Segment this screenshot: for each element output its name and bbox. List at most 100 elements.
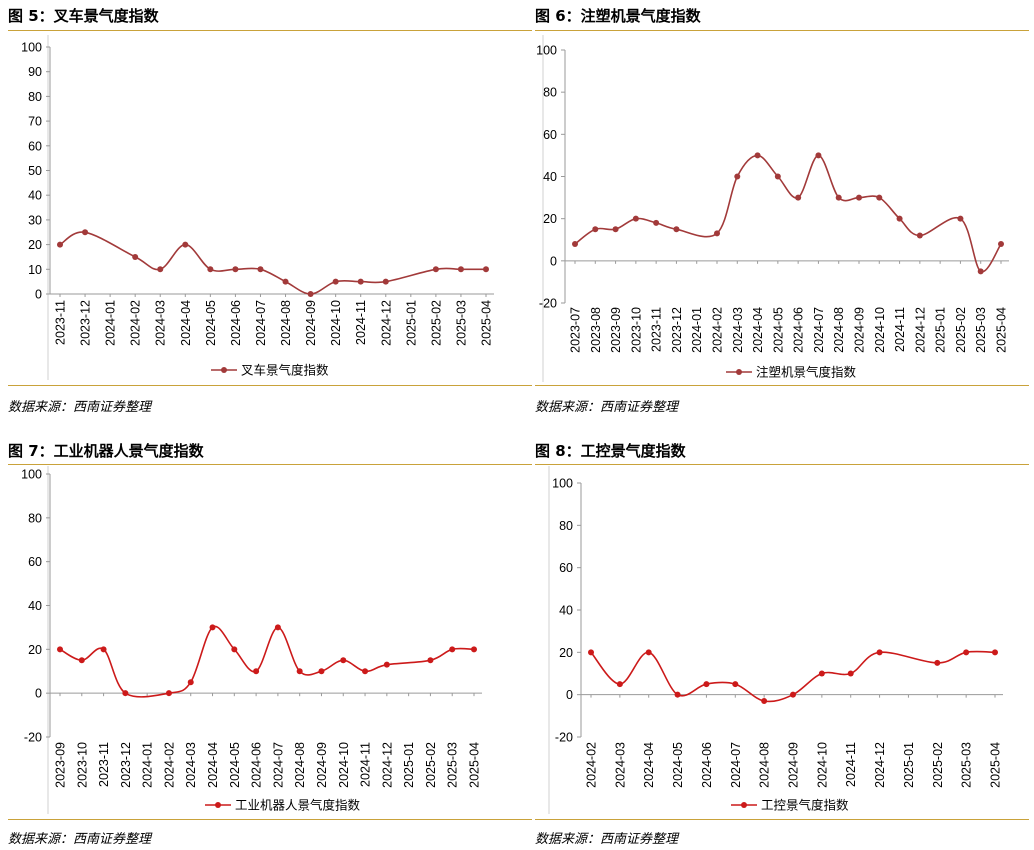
data-point bbox=[449, 646, 456, 653]
x-tick-label: 2024-09 bbox=[304, 300, 318, 346]
x-tick-label: 2024-04 bbox=[642, 742, 656, 788]
x-tick-label: 2024-10 bbox=[337, 742, 351, 788]
x-tick-label: 2024-11 bbox=[359, 742, 373, 787]
data-point bbox=[992, 649, 998, 656]
x-tick-label: 2024-06 bbox=[700, 742, 714, 788]
data-point bbox=[732, 681, 739, 688]
data-point bbox=[963, 649, 970, 656]
title-rule bbox=[8, 30, 532, 31]
x-tick-label: 2024-03 bbox=[731, 307, 745, 353]
data-point bbox=[572, 240, 578, 247]
x-tick-label: 2023-12 bbox=[670, 307, 684, 353]
x-tick-label: 2024-07 bbox=[729, 742, 743, 788]
chart-panel-industrial-control: 图 8：工控景气度指数 -20 0 20 40 60 80 100 2024-02 2024-0… bbox=[535, 438, 1029, 850]
x-tick-label: 2025-01 bbox=[402, 742, 416, 788]
series-line bbox=[574, 154, 1002, 273]
bottom-rule bbox=[535, 385, 1029, 386]
data-point bbox=[209, 624, 216, 631]
data-point bbox=[157, 266, 164, 273]
data-point bbox=[957, 215, 964, 222]
y-tick-label: 100 bbox=[552, 477, 573, 491]
data-point bbox=[231, 646, 238, 653]
data-point bbox=[483, 266, 489, 273]
x-tick-label: 2024-09 bbox=[315, 742, 329, 788]
x-tick-label: 2025-02 bbox=[424, 742, 438, 788]
x-tick-label: 2024-11 bbox=[844, 742, 858, 787]
data-point bbox=[471, 646, 477, 653]
data-point bbox=[457, 266, 464, 273]
data-point bbox=[876, 649, 883, 656]
y-tick-label: -20 bbox=[555, 731, 573, 745]
data-point bbox=[653, 219, 660, 226]
x-tick-label: 2024-06 bbox=[250, 742, 264, 788]
bottom-rule bbox=[8, 385, 532, 386]
x-tick-label: 2025-04 bbox=[468, 742, 482, 788]
x-tick-label: 2024-04 bbox=[206, 742, 220, 788]
x-tick-label: 2024-10 bbox=[873, 307, 887, 353]
data-point bbox=[754, 152, 761, 159]
legend-label: 工控景气度指数 bbox=[761, 798, 849, 813]
figure-title: 图 7：工业机器人景气度指数 bbox=[8, 442, 204, 460]
y-tick-label: -20 bbox=[24, 731, 42, 745]
data-point bbox=[274, 624, 281, 631]
y-tick-label: 50 bbox=[28, 164, 42, 178]
legend-marker bbox=[221, 367, 227, 373]
x-tick-label: 2024-05 bbox=[204, 300, 218, 346]
x-tick-label: 2023-09 bbox=[54, 742, 68, 788]
y-tick-label: 80 bbox=[28, 511, 42, 525]
x-tick-label: 2025-04 bbox=[989, 742, 1003, 788]
figure-title: 图 5：叉车景气度指数 bbox=[8, 7, 159, 25]
data-point bbox=[673, 226, 680, 233]
data-point bbox=[645, 649, 652, 656]
y-tick-label: 0 bbox=[35, 288, 42, 302]
y-tick-label: 60 bbox=[28, 555, 42, 569]
line-chart-forklift: 0 10 20 30 40 50 60 70 80 90 100 2023-11 2023-12 2024… bbox=[21, 35, 494, 380]
data-point bbox=[612, 226, 619, 233]
chart-panel-industrial-robot: 图 7：工业机器人景气度指数 -20 0 20 40 60 80 100 2023-09 202… bbox=[8, 438, 532, 850]
x-tick-label: 2024-03 bbox=[154, 300, 168, 346]
x-tick-label: 2025-03 bbox=[446, 742, 460, 788]
data-point bbox=[207, 266, 214, 273]
x-tick-label: 2024-08 bbox=[832, 307, 846, 353]
data-point bbox=[122, 690, 129, 697]
x-tick-label: 2024-09 bbox=[853, 307, 867, 353]
data-point bbox=[187, 679, 194, 686]
y-tick-label: 20 bbox=[543, 212, 557, 226]
data-point bbox=[382, 278, 389, 285]
y-tick-label: -20 bbox=[539, 297, 557, 311]
series-line bbox=[59, 231, 486, 295]
y-tick-label: 40 bbox=[28, 189, 42, 203]
y-tick-label: 20 bbox=[559, 646, 573, 660]
data-point bbox=[318, 668, 325, 675]
x-tick-label: 2024-02 bbox=[129, 300, 143, 346]
data-point bbox=[674, 691, 681, 698]
data-point bbox=[896, 215, 903, 222]
data-point bbox=[357, 278, 364, 285]
y-tick-label: 20 bbox=[28, 643, 42, 657]
x-tick-label: 2024-03 bbox=[184, 742, 198, 788]
x-tick-label: 2024-10 bbox=[815, 742, 829, 788]
x-tick-label: 2024-04 bbox=[179, 300, 193, 346]
y-tick-label: 10 bbox=[28, 263, 42, 277]
y-tick-label: 60 bbox=[559, 561, 573, 575]
x-tick-label: 2024-06 bbox=[229, 300, 243, 346]
data-point bbox=[165, 690, 172, 697]
bottom-rule bbox=[8, 819, 532, 820]
x-tick-label: 2024-12 bbox=[913, 307, 927, 353]
figure-title: 图 8：工控景气度指数 bbox=[535, 442, 686, 460]
data-point bbox=[790, 691, 796, 698]
x-tick-label: 2025-02 bbox=[931, 742, 945, 788]
data-point bbox=[847, 670, 854, 677]
data-point bbox=[714, 230, 720, 237]
title-rule bbox=[535, 30, 1029, 31]
data-point bbox=[57, 646, 63, 653]
y-tick-label: 80 bbox=[28, 90, 42, 104]
data-point bbox=[383, 661, 390, 668]
data-point bbox=[132, 253, 139, 260]
data-point bbox=[282, 278, 289, 285]
legend-marker bbox=[215, 802, 221, 808]
data-point bbox=[253, 668, 260, 675]
x-tick-label: 2024-12 bbox=[873, 742, 887, 788]
data-point bbox=[257, 266, 264, 273]
title-rule bbox=[535, 464, 1029, 465]
